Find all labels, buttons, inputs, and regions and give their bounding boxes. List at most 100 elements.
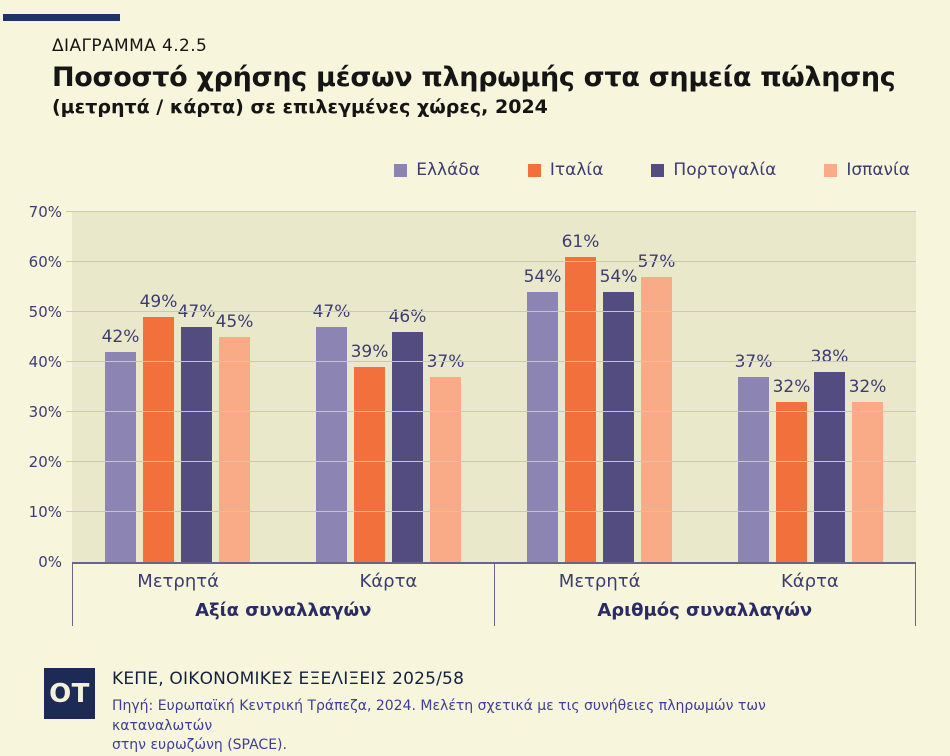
gridline-10: [66, 511, 916, 512]
bar-unit-spain-3: 32%: [849, 212, 886, 562]
bar-italy-2: [565, 257, 596, 562]
axis-section-value-of-transactions: Μετρητά Κάρτα Αξία συναλλαγών: [73, 564, 495, 626]
bar-greece-0: [105, 352, 136, 562]
bar-unit-portugal-2: 54%: [600, 212, 637, 562]
axis-group-label-value-of-transactions: Αξία συναλλαγών: [195, 600, 372, 621]
legend-label-spain: Ισπανία: [846, 160, 910, 180]
bar-unit-italy-1: 39%: [351, 212, 388, 562]
legend-label-greece: Ελλάδα: [416, 160, 480, 180]
gridline-60: [66, 261, 916, 262]
bar-unit-portugal-3: 38%: [811, 212, 848, 562]
bar-spain-0: [219, 337, 250, 562]
bar-value-label-italy-3: 32%: [772, 377, 811, 397]
bar-spain-2: [641, 277, 672, 562]
publication-title: ΚΕΠΕ, ΟΙΚΟΝΟΜΙΚΕΣ ΕΞΕΛΙΞΕΙΣ 2025/58: [112, 669, 465, 689]
legend-item-italy: Ιταλία: [527, 160, 604, 180]
bar-value-label-spain-3: 32%: [848, 377, 887, 397]
footer: OT ΚΕΠΕ, ΟΙΚΟΝΟΜΙΚΕΣ ΕΞΕΛΙΞΕΙΣ 2025/58 Π…: [44, 668, 812, 756]
bars-layer: 42% 49% 47% 45% 47% 39% 46% 37% 54% 61% 54% 57% 37% 3…: [72, 212, 916, 562]
gridline-70: [66, 211, 916, 212]
bar-unit-italy-0: 49%: [140, 212, 177, 562]
bar-value-label-italy-1: 39%: [350, 342, 389, 362]
bar-italy-0: [143, 317, 174, 562]
bar-unit-spain-2: 57%: [638, 212, 675, 562]
bar-portugal-0: [181, 327, 212, 562]
legend-item-greece: Ελλάδα: [394, 160, 480, 180]
legend-swatch-italy: [527, 163, 541, 177]
footer-texts: ΚΕΠΕ, ΟΙΚΟΝΟΜΙΚΕΣ ΕΞΕΛΙΞΕΙΣ 2025/58 Πηγή…: [112, 668, 812, 756]
bar-spain-1: [430, 377, 461, 562]
bar-value-label-greece-2: 54%: [523, 267, 562, 287]
axis-categories-row: Μετρητά Κάρτα: [73, 571, 494, 592]
chart-header: ΔΙΑΓΡΑΜΜΑ 4.2.5 Ποσοστό χρήσης μέσων πλη…: [52, 36, 932, 118]
bar-value-label-greece-3: 37%: [734, 352, 773, 372]
bar-group-3: 37% 32% 38% 32%: [705, 212, 916, 562]
gridline-20: [66, 461, 916, 462]
axis-category-label-number-of-transactions-1: Κάρτα: [780, 571, 839, 592]
bar-group-0: 42% 49% 47% 45%: [72, 212, 283, 562]
bar-unit-italy-3: 32%: [773, 212, 810, 562]
source-line-2: στην ευρωζώνη (SPACE).: [112, 737, 287, 754]
bar-unit-greece-2: 54%: [524, 212, 561, 562]
bar-greece-3: [738, 377, 769, 562]
legend-swatch-portugal: [651, 163, 665, 177]
bar-value-label-spain-0: 45%: [215, 312, 254, 332]
gridline-40: [66, 361, 916, 362]
legend-label-italy: Ιταλία: [549, 160, 604, 180]
bar-unit-greece-0: 42%: [102, 212, 139, 562]
bar-unit-portugal-0: 47%: [178, 212, 215, 562]
axis-categories-row: Μετρητά Κάρτα: [495, 571, 916, 592]
chart-subtitle: (μετρητά / κάρτα) σε επιλεγμένες χώρες, …: [52, 96, 548, 118]
bar-value-label-italy-2: 61%: [561, 232, 600, 252]
chart-legend: Ελλάδα Ιταλία Πορτογαλία Ισπανία: [394, 160, 910, 180]
y-tick-label-0: 0%: [38, 553, 62, 571]
bar-value-label-portugal-1: 46%: [388, 307, 427, 327]
legend-item-portugal: Πορτογαλία: [651, 160, 776, 180]
bar-value-label-italy-0: 49%: [139, 292, 178, 312]
y-tick-label-60: 60%: [28, 253, 62, 271]
bar-portugal-1: [392, 332, 423, 562]
y-tick-label-40: 40%: [28, 353, 62, 371]
bar-value-label-greece-1: 47%: [312, 302, 351, 322]
bar-unit-spain-1: 37%: [427, 212, 464, 562]
gridline-30: [66, 411, 916, 412]
bar-unit-italy-2: 61%: [562, 212, 599, 562]
bar-greece-2: [527, 292, 558, 562]
figure-number: ΔΙΑΓΡΑΜΜΑ 4.2.5: [52, 36, 208, 56]
source-line-1: Πηγή: Ευρωπαϊκή Κεντρική Τράπεζα, 2024. …: [112, 698, 766, 734]
bar-portugal-3: [814, 372, 845, 562]
bar-greece-1: [316, 327, 347, 562]
y-tick-label-70: 70%: [28, 203, 62, 221]
bar-value-label-greece-0: 42%: [101, 327, 140, 347]
bar-spain-3: [852, 402, 883, 562]
bar-italy-3: [776, 402, 807, 562]
legend-swatch-greece: [394, 163, 408, 177]
bar-unit-portugal-1: 46%: [389, 212, 426, 562]
legend-item-spain: Ισπανία: [824, 160, 910, 180]
ot-logo: OT: [44, 668, 95, 719]
bar-group-2: 54% 61% 54% 57%: [494, 212, 705, 562]
y-tick-label-50: 50%: [28, 303, 62, 321]
y-tick-label-30: 30%: [28, 403, 62, 421]
y-tick-label-10: 10%: [28, 503, 62, 521]
bar-unit-greece-1: 47%: [313, 212, 350, 562]
x-axis-group-labels: Μετρητά Κάρτα Αξία συναλλαγών Μετρητά Κάρτα Α…: [72, 562, 916, 626]
top-accent-bar: [3, 14, 120, 21]
plot-area: 42% 49% 47% 45% 47% 39% 46% 37% 54% 61% 54% 57% 37% 3…: [29, 203, 916, 571]
bar-unit-spain-0: 45%: [216, 212, 253, 562]
axis-group-label-number-of-transactions: Αριθμός συναλλαγών: [597, 600, 813, 621]
bar-value-label-portugal-2: 54%: [599, 267, 638, 287]
source-note: Πηγή: Ευρωπαϊκή Κεντρική Τράπεζα, 2024. …: [112, 697, 812, 756]
axis-category-label-value-of-transactions-0: Μετρητά: [137, 571, 219, 592]
chart-title: Ποσοστό χρήσης μέσων πληρωμής στα σημεία…: [52, 62, 896, 93]
bar-unit-greece-3: 37%: [735, 212, 772, 562]
half-value-of-transactions: 42% 49% 47% 45% 47% 39% 46% 37%: [72, 212, 494, 562]
axis-category-label-number-of-transactions-0: Μετρητά: [558, 571, 641, 592]
bar-value-label-portugal-3: 38%: [810, 347, 849, 367]
bar-italy-1: [354, 367, 385, 562]
bar-portugal-2: [603, 292, 634, 562]
gridline-50: [66, 311, 916, 312]
bar-value-label-spain-1: 37%: [426, 352, 465, 372]
axis-section-number-of-transactions: Μετρητά Κάρτα Αριθμός συναλλαγών: [495, 564, 916, 626]
